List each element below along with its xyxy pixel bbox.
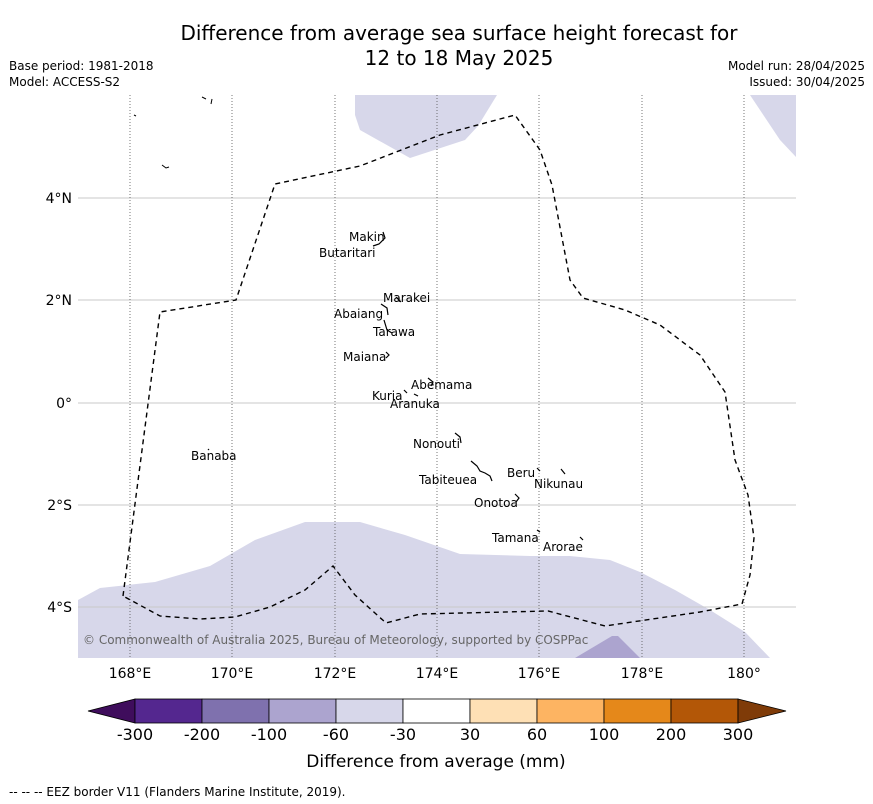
island-label: Beru — [507, 466, 535, 480]
lon-tick-label: 174°E — [416, 666, 459, 682]
colorbar-extend-high — [737, 698, 787, 724]
coastline-fragments — [133, 96, 213, 169]
island-label: Nonouti — [413, 437, 460, 451]
lon-tick-label: 178°E — [621, 666, 664, 682]
colorbar-segment — [402, 698, 471, 724]
lat-tick-label: 4°N — [46, 191, 72, 207]
colorbar-segment — [201, 698, 270, 724]
anomaly-region-south — [78, 522, 770, 658]
colorbar-tick-label: 30 — [460, 725, 480, 744]
lon-tick-label: 170°E — [211, 666, 254, 682]
colorbar-tick-labels: -300 -200 -100 -60 -30 30 60 100 200 300 — [117, 725, 753, 744]
lon-tick-label: 176°E — [518, 666, 561, 682]
lon-tick-label: 180° — [727, 666, 761, 682]
colorbar-extend-low — [87, 698, 136, 724]
island-labels: Makin Butaritari Marakei Abaiang Tarawa … — [191, 230, 583, 554]
model-text: Model: ACCESS-S2 — [9, 75, 121, 89]
island-label: Kuria — [372, 389, 403, 403]
colorbar-segment — [603, 698, 672, 724]
island-label: Abemama — [411, 378, 472, 392]
colorbar-segment — [469, 698, 538, 724]
title-line-2: 12 to 18 May 2025 — [364, 46, 554, 70]
issued-text: Issued: 30/04/2025 — [749, 75, 865, 89]
island-label: Butaritari — [319, 246, 376, 260]
colorbar-segment — [536, 698, 605, 724]
lat-tick-label: 4°S — [47, 600, 72, 616]
colorbar-tick-label: 60 — [527, 725, 547, 744]
island-label: Banaba — [191, 449, 237, 463]
copyright-text: © Commonwealth of Australia 2025, Bureau… — [83, 633, 588, 647]
island-label: Tabiteuea — [418, 473, 477, 487]
colorbar-title: Difference from average (mm) — [306, 752, 565, 772]
meta-right: Model run: 28/04/2025 Issued: 30/04/2025 — [728, 58, 865, 90]
colorbar-tick-label: 100 — [589, 725, 620, 744]
island-label: Marakei — [383, 291, 430, 305]
anomaly-region-south-deep — [575, 636, 640, 658]
colorbar-tick-label: -100 — [251, 725, 287, 744]
colorbar-tick-label: -200 — [184, 725, 220, 744]
eez-border — [122, 114, 755, 627]
island-label: Tamana — [491, 531, 539, 545]
lat-tick-label: 2°S — [47, 498, 72, 514]
model-run-text: Model run: 28/04/2025 — [727, 59, 865, 73]
colorbar-tick-label: 200 — [656, 725, 687, 744]
title-line-1: Difference from average sea surface heig… — [180, 21, 738, 45]
map-area: Makin Butaritari Marakei Abaiang Tarawa … — [78, 95, 796, 658]
lat-tick-label: 2°N — [46, 293, 72, 309]
anomaly-region-north — [355, 95, 497, 158]
lon-tick-label: 172°E — [314, 666, 357, 682]
lon-tick-label: 168°E — [109, 666, 152, 682]
anomaly-region-northeast — [750, 95, 796, 157]
island-label: Tarawa — [372, 325, 415, 339]
colorbar — [87, 698, 787, 724]
lat-tick-label: 0° — [56, 396, 72, 412]
island-label: Onotoa — [474, 496, 518, 510]
base-period-text: Base period: 1981-2018 — [9, 59, 154, 73]
lon-tick-labels: 168°E 170°E 172°E 174°E 176°E 178°E 180° — [109, 666, 761, 682]
meta-left: Base period: 1981-2018 Model: ACCESS-S2 — [9, 58, 154, 90]
island-label: Maiana — [343, 350, 386, 364]
colorbar-tick-label: 300 — [723, 725, 754, 744]
colorbar-tick-label: -60 — [323, 725, 349, 744]
longitude-gridlines — [129, 95, 745, 658]
colorbar-tick-label: -30 — [390, 725, 416, 744]
colorbar-tick-label: -300 — [117, 725, 153, 744]
eez-source-note: -- -- -- EEZ border V11 (Flanders Marine… — [9, 785, 346, 799]
island-label: Abaiang — [334, 307, 383, 321]
colorbar-segment — [268, 698, 337, 724]
lat-tick-labels: 4°N 2°N 0° 2°S 4°S — [46, 191, 73, 616]
colorbar-segment — [335, 698, 404, 724]
island-label: Makin — [349, 230, 385, 244]
island-label: Nikunau — [534, 477, 583, 491]
island-coastlines — [207, 231, 584, 541]
chart-title: Difference from average sea surface heig… — [0, 21, 873, 71]
island-label: Arorae — [543, 540, 583, 554]
colorbar-segment — [670, 698, 739, 724]
colorbar-segment — [134, 698, 203, 724]
island-label: Aranuka — [390, 397, 440, 411]
